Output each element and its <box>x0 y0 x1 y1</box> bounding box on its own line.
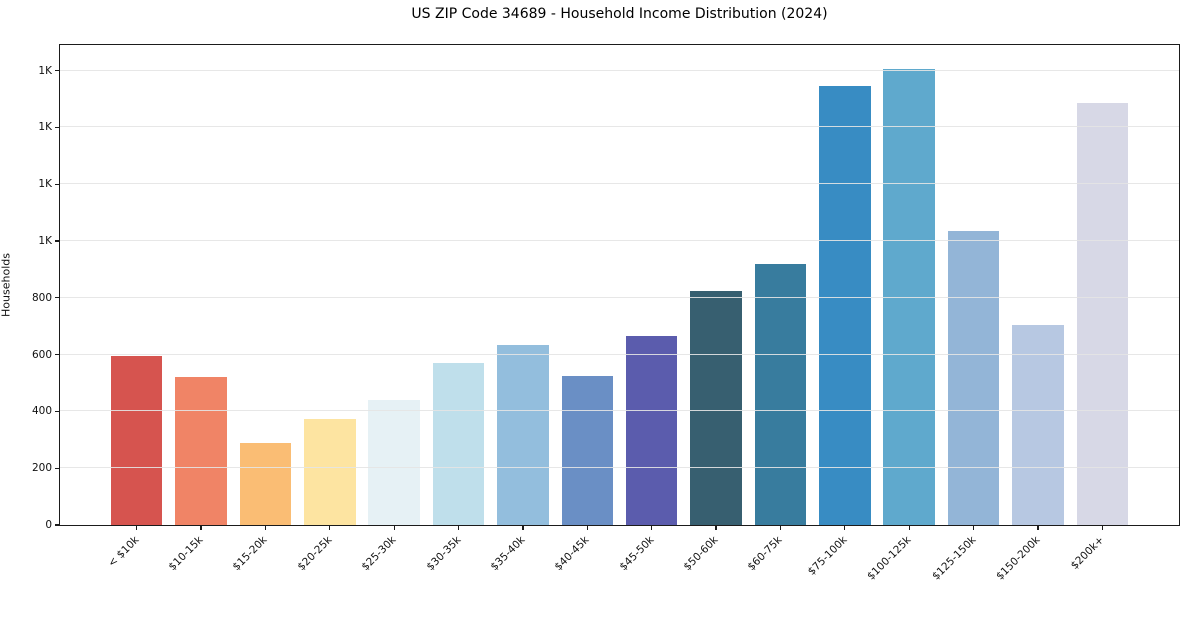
gridline-200 <box>60 467 1179 469</box>
bar-35-40k <box>497 344 549 525</box>
x-tick-mark <box>1101 525 1103 530</box>
bar-60-75k <box>754 263 807 525</box>
bar-15-20k <box>239 442 292 525</box>
y-tick-mark <box>55 354 60 356</box>
y-tick-label-1200: 1K <box>38 178 52 191</box>
bar-200k+ <box>1076 103 1129 525</box>
bar-10k <box>110 356 163 525</box>
gridline-1400 <box>60 126 1179 128</box>
x-tick-mark <box>908 525 910 530</box>
x-tick-mark <box>586 525 588 530</box>
y-tick-mark <box>55 183 60 185</box>
bars-layer <box>60 45 1179 525</box>
x-tick-mark <box>715 525 717 530</box>
y-tick-mark <box>55 410 60 412</box>
x-tick-mark <box>522 525 524 530</box>
plot-area: < $10k $10-15k $15-20k $20-25k $25-30k $30-35… <box>32 44 1180 583</box>
chart-title: US ZIP Code 34689 - Household Income Dis… <box>411 6 828 22</box>
bar-10-15k <box>175 377 227 525</box>
y-tick-mark <box>55 126 60 128</box>
gridline-1200 <box>60 183 1179 185</box>
gridline-1600 <box>60 69 1179 71</box>
gridline-400 <box>60 410 1179 412</box>
y-tick-label-1400: 1K <box>38 121 52 134</box>
y-tick-mark <box>55 297 60 299</box>
x-tick-mark <box>200 525 202 530</box>
x-tick-mark <box>329 525 331 530</box>
y-tick-label-400: 400 <box>31 405 52 418</box>
x-tick-mark <box>651 525 653 530</box>
y-tick-mark <box>55 524 60 526</box>
grid-layer <box>60 45 1179 525</box>
gridline-800 <box>60 296 1179 298</box>
y-tick-label-0: 0 <box>45 519 52 531</box>
bar-150-200k <box>1012 324 1064 525</box>
bar-50-60k <box>690 290 742 525</box>
x-tick-mark <box>1037 525 1039 530</box>
axis-layer: < $10k $10-15k $15-20k $20-25k $25-30k $30-35… <box>32 45 1179 583</box>
chart-figure: US ZIP Code 34689 - Household Income Dis… <box>0 6 1180 583</box>
y-tick-label-600: 600 <box>31 348 52 361</box>
bar-125-150k <box>947 231 1000 525</box>
bar-75-100k <box>819 86 871 525</box>
y-tick-label-200: 200 <box>31 462 52 475</box>
y-tick-mark <box>55 69 60 72</box>
bar-25-30k <box>368 400 420 525</box>
y-tick-label-1000: 1K <box>38 234 52 247</box>
y-axis-label: Households <box>0 253 13 317</box>
x-tick-mark <box>973 525 975 530</box>
y-tick-mark <box>55 467 60 469</box>
bar-30-35k <box>432 363 485 525</box>
x-tick-mark <box>844 525 846 530</box>
bar-40-45k <box>561 375 614 525</box>
x-tick-mark <box>264 525 266 530</box>
x-tick-mark <box>393 525 395 530</box>
x-tick-mark <box>457 525 460 530</box>
bar-45-50k <box>625 336 678 525</box>
x-tick-mark <box>779 525 782 530</box>
y-tick-label-1600: 1K <box>38 64 52 77</box>
gridline-1000 <box>60 239 1179 241</box>
x-tick-mark <box>136 525 138 530</box>
bar-20-25k <box>304 418 356 525</box>
gridline-600 <box>60 353 1179 355</box>
y-tick-label-800: 800 <box>31 291 52 304</box>
y-tick-mark <box>55 240 60 242</box>
